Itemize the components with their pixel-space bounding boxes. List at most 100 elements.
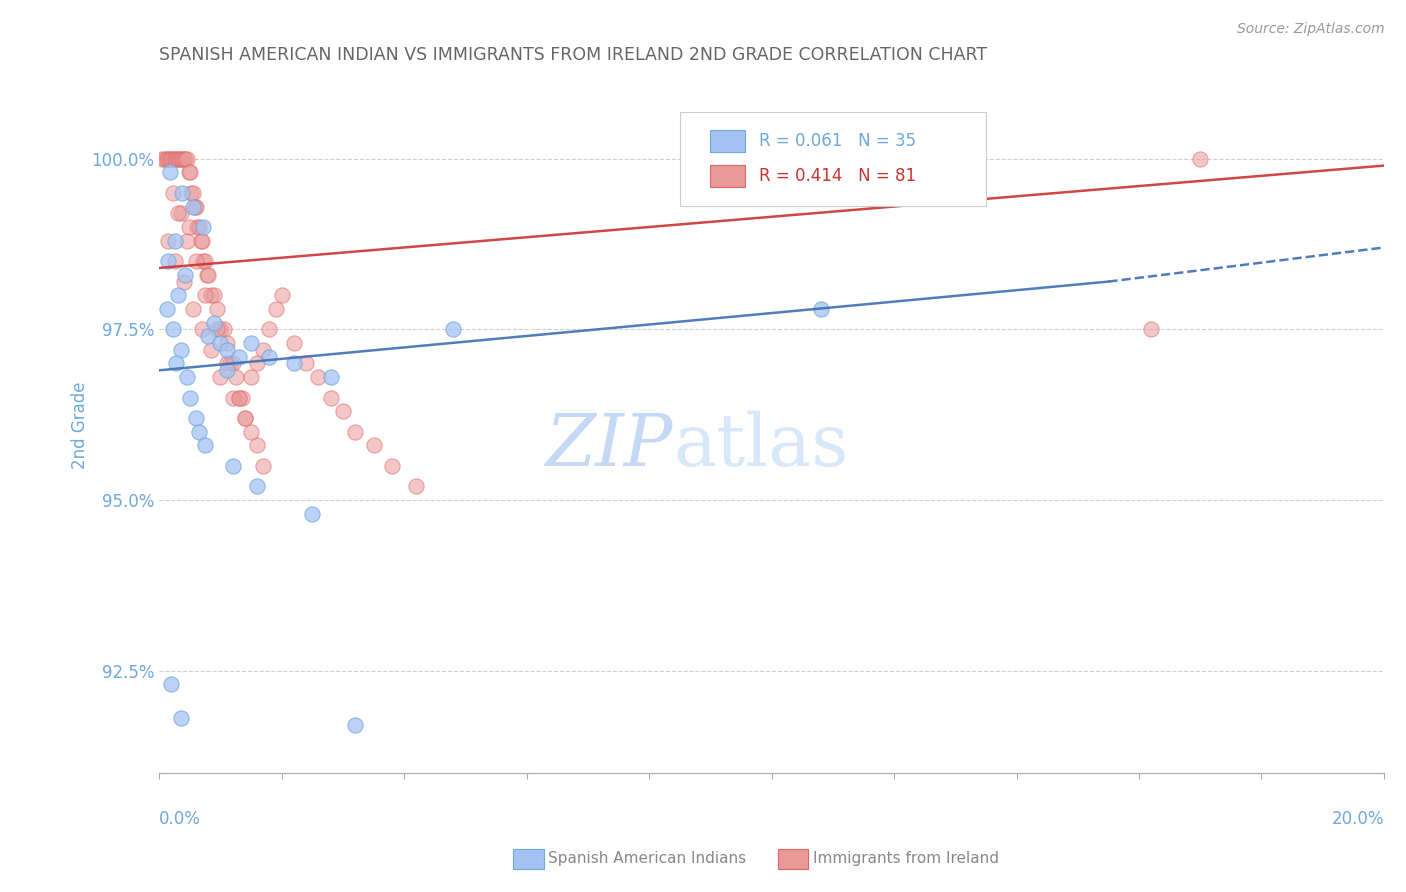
Point — [197, 329, 219, 343]
Point — [174, 268, 197, 282]
Point — [157, 254, 180, 268]
Point — [166, 288, 188, 302]
Point — [155, 301, 177, 316]
Point — [191, 234, 214, 248]
Point — [209, 370, 232, 384]
Point — [264, 301, 287, 316]
Point — [259, 322, 281, 336]
Bar — [710, 130, 745, 153]
Point — [215, 336, 238, 351]
Text: R = 0.061   N = 35: R = 0.061 N = 35 — [759, 132, 917, 150]
Point — [200, 288, 222, 302]
Point — [1140, 322, 1163, 336]
Point — [233, 411, 256, 425]
Point — [172, 186, 194, 200]
Point — [240, 370, 263, 384]
FancyBboxPatch shape — [679, 112, 986, 206]
Point — [166, 206, 188, 220]
Point — [163, 234, 186, 248]
Point — [173, 275, 195, 289]
Point — [209, 322, 232, 336]
Text: R = 0.414   N = 81: R = 0.414 N = 81 — [759, 168, 917, 186]
Point — [177, 219, 200, 234]
Point — [295, 356, 318, 370]
Point — [222, 356, 245, 370]
Point — [186, 219, 208, 234]
Point — [166, 152, 188, 166]
Point — [184, 200, 207, 214]
Text: SPANISH AMERICAN INDIAN VS IMMIGRANTS FROM IRELAND 2ND GRADE CORRELATION CHART: SPANISH AMERICAN INDIAN VS IMMIGRANTS FR… — [159, 46, 987, 64]
Point — [184, 254, 207, 268]
Point — [240, 336, 263, 351]
Point — [150, 152, 173, 166]
Point — [176, 370, 198, 384]
Point — [215, 356, 238, 370]
Text: 0.0%: 0.0% — [159, 811, 201, 829]
Point — [155, 152, 177, 166]
Point — [215, 363, 238, 377]
Point — [162, 322, 184, 336]
Point — [162, 152, 184, 166]
Point — [1189, 152, 1212, 166]
Point — [190, 234, 212, 248]
Point — [194, 438, 217, 452]
Text: ZIP: ZIP — [547, 410, 673, 481]
Point — [160, 152, 183, 166]
Point — [197, 268, 219, 282]
Point — [207, 301, 229, 316]
Point — [194, 254, 217, 268]
Point — [159, 165, 181, 179]
Point — [188, 219, 211, 234]
Point — [246, 356, 269, 370]
Point — [225, 370, 247, 384]
Point — [222, 391, 245, 405]
Point — [169, 152, 191, 166]
Point — [173, 152, 195, 166]
Point — [270, 288, 292, 302]
Point — [169, 206, 191, 220]
Point — [283, 356, 305, 370]
Point — [209, 336, 232, 351]
Point — [163, 254, 186, 268]
Point — [165, 356, 187, 370]
Text: Immigrants from Ireland: Immigrants from Ireland — [813, 851, 998, 865]
Point — [228, 391, 250, 405]
Point — [252, 458, 274, 473]
Point — [165, 152, 187, 166]
Point — [181, 186, 204, 200]
Point — [172, 152, 194, 166]
Point — [381, 458, 404, 473]
Point — [181, 200, 204, 214]
Point — [177, 165, 200, 179]
Point — [344, 425, 367, 439]
Point — [181, 301, 204, 316]
Point — [246, 438, 269, 452]
Point — [179, 165, 201, 179]
Point — [307, 370, 329, 384]
Point — [159, 152, 181, 166]
Point — [233, 411, 256, 425]
Point — [194, 288, 217, 302]
Point — [212, 322, 235, 336]
Point — [174, 152, 197, 166]
Point — [160, 677, 183, 691]
Point — [246, 479, 269, 493]
Point — [301, 507, 323, 521]
Point — [180, 186, 202, 200]
Text: Source: ZipAtlas.com: Source: ZipAtlas.com — [1237, 22, 1385, 37]
Text: atlas: atlas — [673, 410, 849, 481]
Point — [222, 458, 245, 473]
Point — [184, 411, 207, 425]
Point — [155, 152, 177, 166]
Point — [193, 219, 215, 234]
Point — [162, 186, 184, 200]
Point — [252, 343, 274, 357]
Point — [176, 152, 198, 166]
Text: 20.0%: 20.0% — [1331, 811, 1384, 829]
Point — [202, 288, 225, 302]
Point — [163, 152, 186, 166]
Point — [169, 343, 191, 357]
Point — [183, 200, 205, 214]
Point — [231, 391, 253, 405]
Point — [283, 336, 305, 351]
